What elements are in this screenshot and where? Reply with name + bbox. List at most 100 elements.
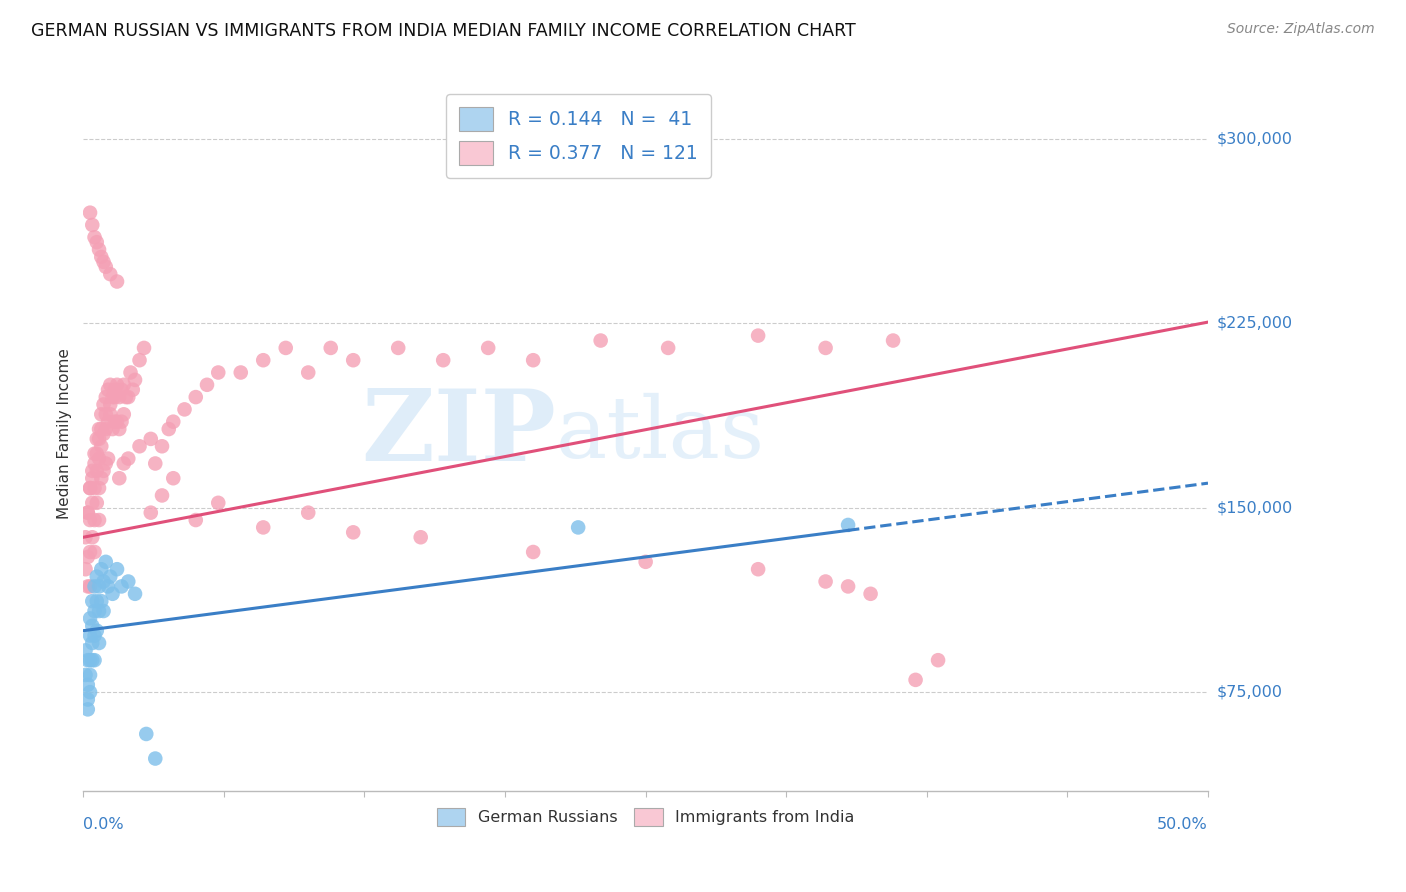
Point <box>184 390 207 404</box>
Point <box>101 390 124 404</box>
Point <box>93 255 115 269</box>
Point <box>83 579 105 593</box>
Point <box>139 432 162 446</box>
Point <box>128 439 150 453</box>
Point <box>86 624 108 638</box>
Point <box>101 587 124 601</box>
Point <box>143 457 166 471</box>
Point <box>112 407 135 421</box>
Point <box>79 545 101 559</box>
Point <box>82 636 104 650</box>
Point <box>76 549 98 564</box>
Point <box>79 685 101 699</box>
Point <box>83 545 105 559</box>
Point <box>634 555 657 569</box>
Point <box>87 451 110 466</box>
Point <box>83 629 105 643</box>
Point <box>117 390 139 404</box>
Point <box>859 587 882 601</box>
Point <box>117 451 139 466</box>
Point <box>83 230 105 244</box>
Point <box>87 422 110 436</box>
Point <box>195 377 218 392</box>
Point <box>86 496 108 510</box>
Point <box>814 341 837 355</box>
Text: ZIP: ZIP <box>361 385 555 483</box>
Point <box>90 422 112 436</box>
Point <box>82 530 104 544</box>
Point <box>79 481 101 495</box>
Text: atlas: atlas <box>555 392 765 475</box>
Point <box>93 427 115 442</box>
Point <box>97 383 120 397</box>
Point <box>115 390 138 404</box>
Point <box>108 390 131 404</box>
Point <box>121 383 143 397</box>
Point <box>101 422 124 436</box>
Point <box>105 275 128 289</box>
Point <box>87 636 110 650</box>
Point <box>86 569 108 583</box>
Point <box>105 377 128 392</box>
Point <box>83 653 105 667</box>
Point <box>94 457 117 471</box>
Point <box>135 727 157 741</box>
Point <box>79 481 101 495</box>
Point <box>76 678 98 692</box>
Point <box>173 402 195 417</box>
Point <box>90 407 112 421</box>
Text: 50.0%: 50.0% <box>1157 817 1208 832</box>
Point <box>110 383 132 397</box>
Text: $75,000: $75,000 <box>1216 685 1282 699</box>
Text: GERMAN RUSSIAN VS IMMIGRANTS FROM INDIA MEDIAN FAMILY INCOME CORRELATION CHART: GERMAN RUSSIAN VS IMMIGRANTS FROM INDIA … <box>31 22 856 40</box>
Point <box>76 579 98 593</box>
Point <box>128 353 150 368</box>
Point <box>82 653 104 667</box>
Point <box>90 439 112 453</box>
Point <box>522 353 544 368</box>
Point <box>124 373 146 387</box>
Point <box>76 702 98 716</box>
Point <box>837 579 859 593</box>
Point <box>184 513 207 527</box>
Point <box>207 496 229 510</box>
Point <box>162 415 184 429</box>
Point <box>90 594 112 608</box>
Point <box>86 594 108 608</box>
Point <box>477 341 499 355</box>
Point <box>94 390 117 404</box>
Point <box>837 518 859 533</box>
Point <box>112 377 135 392</box>
Point <box>79 668 101 682</box>
Point <box>252 353 274 368</box>
Point <box>87 432 110 446</box>
Point <box>93 604 115 618</box>
Point <box>143 751 166 765</box>
Text: $300,000: $300,000 <box>1216 131 1292 146</box>
Point <box>83 457 105 471</box>
Point <box>86 447 108 461</box>
Point <box>87 604 110 618</box>
Point <box>94 555 117 569</box>
Point <box>76 653 98 667</box>
Text: $150,000: $150,000 <box>1216 500 1292 516</box>
Point <box>98 569 121 583</box>
Point <box>86 235 108 250</box>
Text: Source: ZipAtlas.com: Source: ZipAtlas.com <box>1227 22 1375 37</box>
Point <box>83 481 105 495</box>
Point <box>79 579 101 593</box>
Point <box>75 530 97 544</box>
Point <box>747 328 769 343</box>
Point <box>157 422 180 436</box>
Point <box>229 366 252 380</box>
Text: $225,000: $225,000 <box>1216 316 1292 331</box>
Point <box>82 619 104 633</box>
Point <box>87 481 110 495</box>
Point <box>86 464 108 478</box>
Point <box>76 506 98 520</box>
Point <box>112 457 135 471</box>
Point <box>87 579 110 593</box>
Point <box>93 397 115 411</box>
Point <box>927 653 949 667</box>
Point <box>94 407 117 421</box>
